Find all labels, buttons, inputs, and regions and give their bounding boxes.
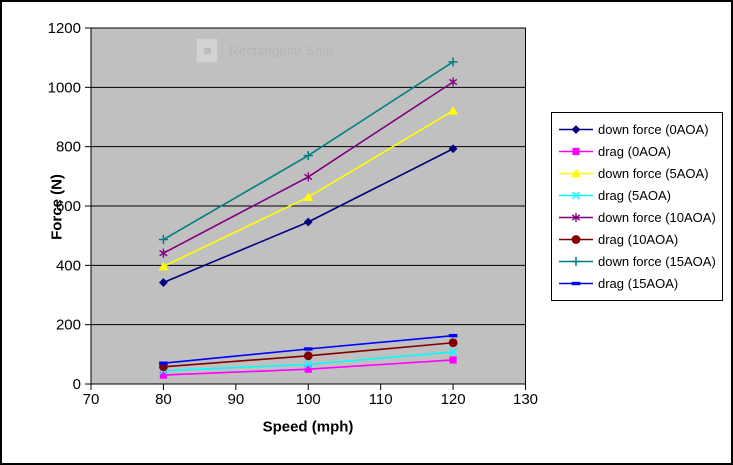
snip-watermark-text: Rectangular Snip: [229, 43, 334, 58]
legend-item: drag (10AOA): [558, 232, 720, 247]
legend-item: down force (15AOA): [558, 254, 720, 269]
marker-down force (15AOA): [303, 150, 313, 161]
marker-down force (10AOA): [304, 172, 313, 182]
y-tick-label-800: 800: [56, 139, 81, 156]
legend-marker: [571, 281, 581, 286]
legend-marker: [571, 256, 581, 267]
marker-drag (5AOA): [449, 347, 458, 356]
x-tick-label-130: 130: [513, 391, 538, 408]
legend-label: drag (10AOA): [598, 232, 679, 247]
marker-down force (5AOA): [303, 192, 314, 201]
x-tick-label-80: 80: [155, 391, 172, 408]
marker-drag (15AOA): [303, 347, 313, 351]
legend-label: down force (5AOA): [598, 166, 709, 181]
marker-drag (15AOA): [448, 333, 458, 338]
x-tick-label-100: 100: [296, 391, 321, 408]
y-tick-label-1000: 1000: [48, 79, 81, 96]
legend-marker: [571, 168, 581, 178]
legend-label: drag (15AOA): [598, 276, 679, 291]
x-axis-title: Speed (mph): [262, 418, 354, 436]
marker-down force (0AOA): [303, 217, 313, 227]
legend-marker-square-icon: [559, 147, 593, 156]
marker-down force (10AOA): [448, 77, 458, 87]
legend-label: down force (0AOA): [598, 122, 709, 137]
legend-label: down force (15AOA): [598, 254, 716, 269]
y-tick-label-200: 200: [56, 317, 81, 334]
legend-marker: [571, 235, 581, 244]
marker-down force (10AOA): [159, 248, 168, 258]
marker-drag (10AOA): [303, 351, 313, 361]
legend-marker-x-icon: [559, 191, 593, 200]
legend-marker-diamond-icon: [559, 125, 593, 134]
y-axis-title: Force (N): [48, 174, 66, 240]
legend-item: drag (5AOA): [558, 188, 720, 203]
x-tick-label-120: 120: [441, 391, 466, 408]
marker-drag (5AOA): [304, 360, 313, 369]
legend: down force (0AOA) drag (0AOA) down force (…: [551, 112, 723, 301]
marker-down force (5AOA): [158, 261, 169, 271]
x-tick-label-90: 90: [227, 391, 244, 408]
legend-label: drag (0AOA): [598, 144, 671, 159]
legend-marker-plus-icon: [559, 256, 593, 267]
y-tick-label-400: 400: [56, 257, 81, 274]
marker-down force (15AOA): [158, 234, 169, 245]
legend-marker-dash-icon: [559, 281, 593, 286]
legend-marker-circle-icon: [559, 235, 593, 244]
marker-drag (0AOA): [449, 356, 457, 364]
y-tick-label-1200: 1200: [48, 20, 81, 37]
y-tick-label-600: 600: [56, 198, 81, 215]
legend-item: drag (15AOA): [558, 276, 720, 291]
marker-down force (0AOA): [448, 144, 458, 154]
marker-down force (5AOA): [448, 105, 459, 115]
legend-label: down force (10AOA): [598, 210, 716, 225]
legend-item: down force (5AOA): [558, 166, 720, 181]
snip-icon: [196, 38, 218, 63]
legend-marker: [572, 147, 580, 156]
legend-item: drag (0AOA): [558, 144, 720, 159]
legend-item: down force (10AOA): [558, 210, 720, 225]
legend-marker: [571, 125, 581, 134]
legend-marker-asterisk-icon: [559, 213, 593, 222]
marker-down force (0AOA): [159, 278, 168, 287]
marker-drag (0AOA): [159, 371, 168, 379]
snip-watermark: Rectangular Snip: [196, 38, 334, 63]
legend-marker: [571, 213, 581, 222]
x-tick-label-110: 110: [369, 391, 393, 408]
legend-label: drag (5AOA): [598, 188, 671, 203]
marker-drag (15AOA): [159, 361, 168, 365]
legend-marker-triangle-icon: [559, 168, 593, 178]
marker-drag (0AOA): [304, 365, 312, 373]
y-tick-label-0: 0: [73, 376, 81, 393]
marker-drag (10AOA): [448, 338, 458, 348]
marker-down force (15AOA): [448, 57, 458, 67]
x-tick-label-70: 70: [83, 391, 100, 408]
legend-marker: [571, 191, 581, 200]
legend-item: down force (0AOA): [558, 122, 720, 137]
